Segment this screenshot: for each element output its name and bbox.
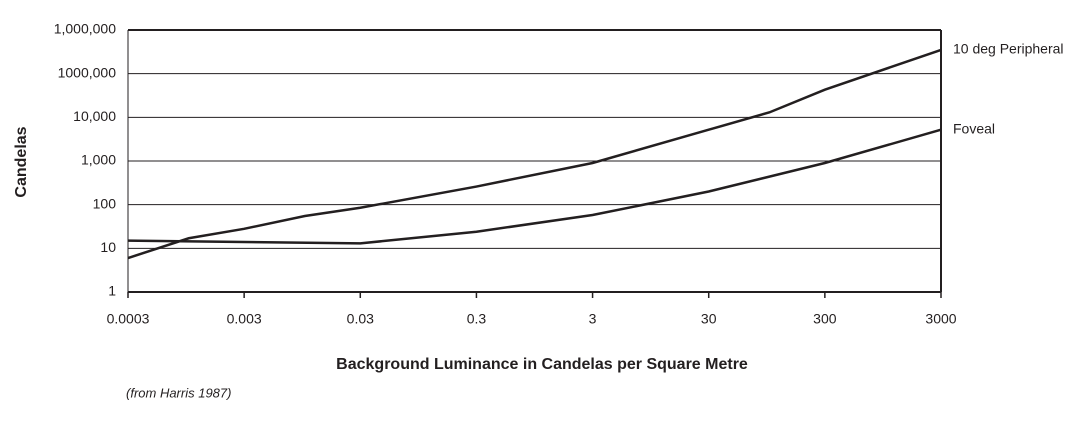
x-axis-label: Background Luminance in Candelas per Squ… [336,356,748,373]
y-tick-label: 1 [108,283,116,299]
y-tick-label: 100 [93,195,117,211]
y-tick-label: 10,000 [73,108,116,124]
series-line [127,128,942,245]
x-tick-label: 30 [701,311,717,327]
x-tick-label: 0.03 [347,311,374,327]
y-tick-label: 1000,000 [58,64,117,80]
x-tick-label: 0.3 [467,311,487,327]
x-tick-label: 3 [589,311,597,327]
y-tick-label: 10 [100,239,116,255]
series-label: Foveal [953,120,995,136]
x-tick-label: 3000 [925,311,956,327]
y-axis-label: Candelas [13,126,30,197]
x-tick-label: 300 [813,311,837,327]
x-tick-label: 0.003 [227,311,262,327]
series-line [127,48,942,260]
x-tick-label: 0.0003 [107,311,150,327]
y-tick-label: 1,000 [81,152,116,168]
y-tick-label: 1,000,000 [54,21,116,37]
annotation: (from Harris 1987) [126,385,231,400]
series-label: 10 deg Peripheral [953,41,1064,57]
